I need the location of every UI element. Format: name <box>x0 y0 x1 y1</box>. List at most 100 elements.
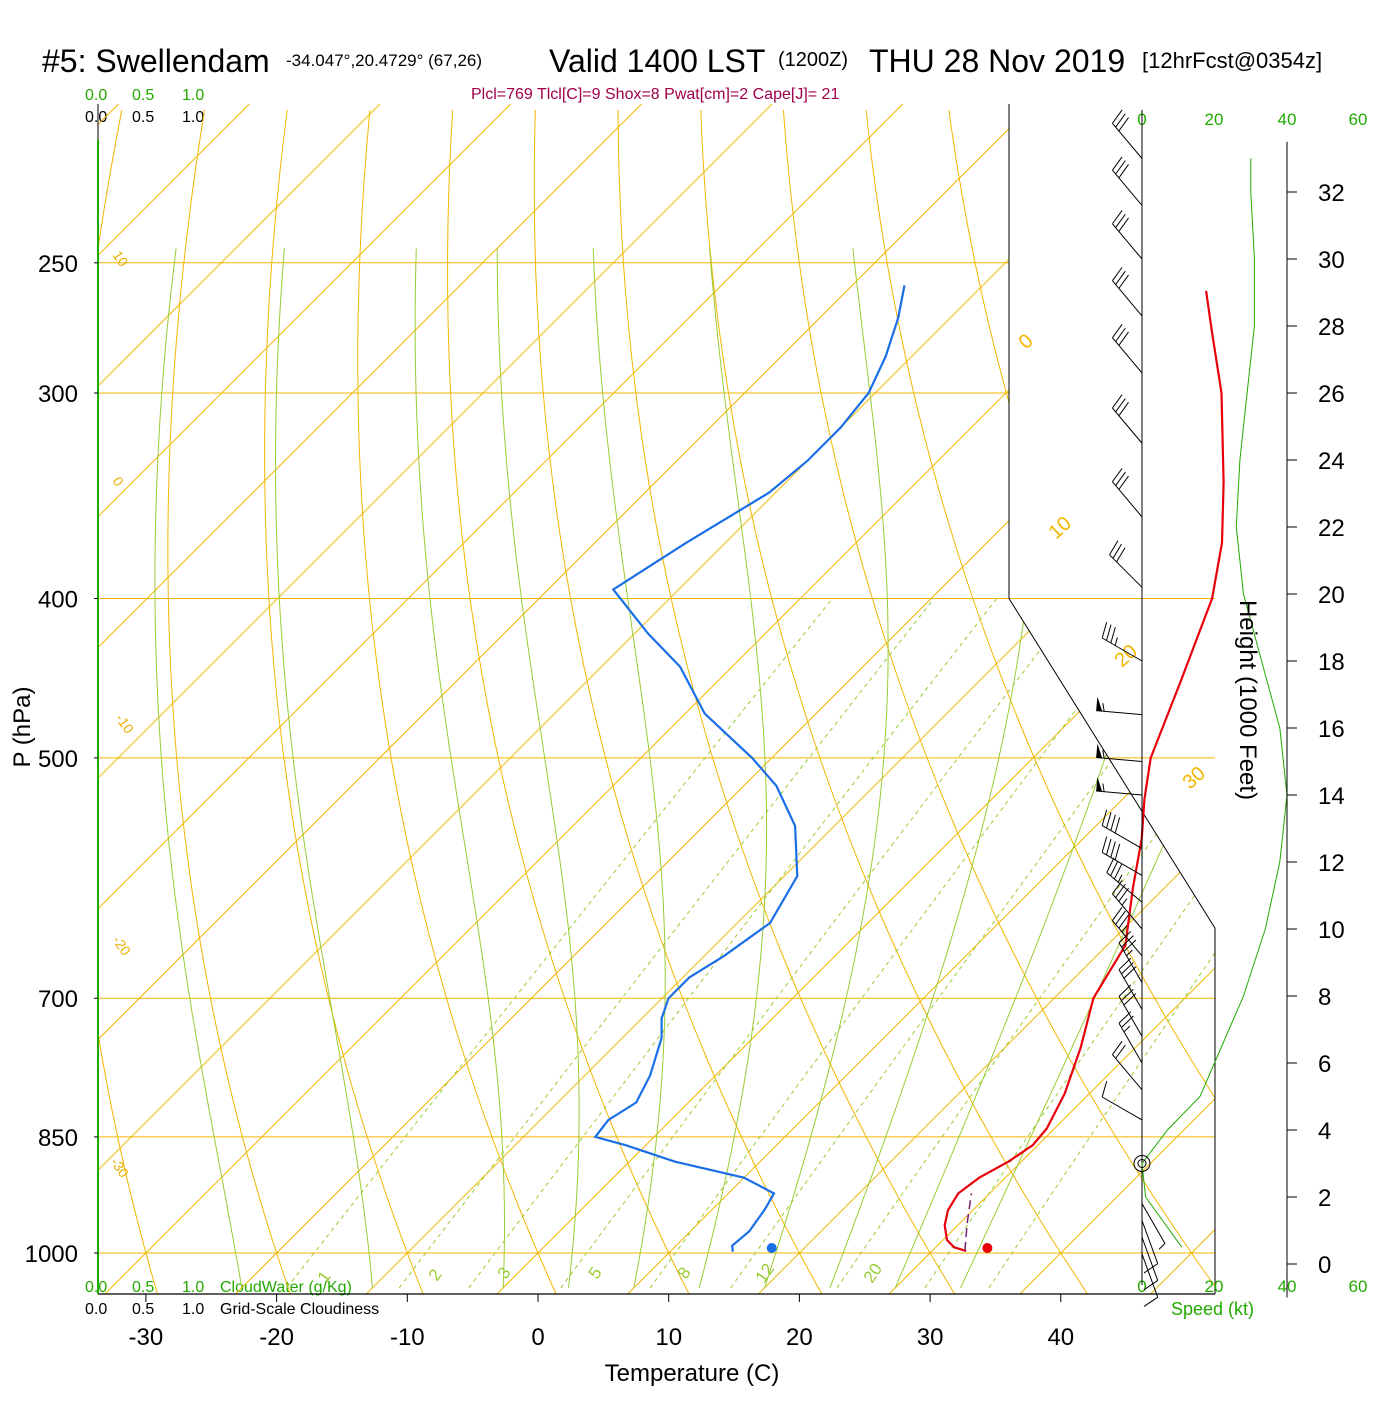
dry-adiabat-20 <box>534 110 822 1294</box>
barb-flag <box>1112 110 1122 123</box>
height-tick-label-24: 24 <box>1318 448 1345 475</box>
pressure-label-850: 850 <box>38 1125 78 1152</box>
stability-indices: Plcl=769 Tlcl[C]=9 Shox=8 Pwat[cm]=2 Cap… <box>471 86 839 103</box>
dewpoint-profile <box>595 285 904 1251</box>
mixing-ratio-2 <box>399 599 934 1288</box>
wind-barb <box>1112 395 1142 444</box>
height-tick-label-0: 0 <box>1318 1252 1331 1279</box>
moist-adiabat-30 <box>895 248 1218 1288</box>
barb-staff <box>1112 281 1142 316</box>
dry-adiabat-10 <box>448 110 689 1294</box>
dry-adiabat-60 <box>866 110 1353 1294</box>
barb-flag <box>1119 275 1129 288</box>
isotherm-40 <box>1020 104 1400 1294</box>
speed-top-label-60: 60 <box>1349 110 1368 129</box>
mixing-ratio-label-2: 2 <box>425 1266 446 1285</box>
wind-barb <box>1112 468 1142 517</box>
valid-date: THU 28 Nov 2019 <box>869 43 1125 79</box>
barb-half-flag <box>1103 784 1104 792</box>
barb-staff <box>1142 1204 1165 1244</box>
wind-barb <box>1112 880 1142 929</box>
barb-flag <box>1119 118 1129 131</box>
barb-staff <box>1142 1237 1158 1280</box>
barb-flag <box>1112 880 1122 893</box>
barb-staff <box>1102 826 1142 849</box>
barb-flag <box>1116 161 1126 174</box>
barb-flag <box>1112 907 1122 920</box>
height-tick-label-20: 20 <box>1318 582 1345 609</box>
temp-label--30: -30 <box>129 1324 164 1351</box>
barb-half-flag <box>1159 1244 1165 1250</box>
barb-flag <box>1116 328 1126 341</box>
mixing-ratio-label-8: 8 <box>674 1264 695 1283</box>
isotherm-label-right-3: 30 <box>1179 762 1210 793</box>
isotherm--30 <box>105 104 1295 1294</box>
isobar-lines <box>98 263 1215 1253</box>
y-axis-title: P (hPa) <box>9 687 36 768</box>
skew-grid <box>0 104 1400 1294</box>
pressure-label-1000: 1000 <box>25 1241 78 1268</box>
barb-flag <box>1144 1297 1158 1306</box>
barb-pennant <box>1096 697 1102 711</box>
isotherm-label-left-3: -20 <box>110 933 135 959</box>
mixing-ratio-3 <box>469 599 997 1288</box>
mixing-ratio-5 <box>561 599 1080 1288</box>
barb-staff <box>1112 1055 1142 1090</box>
barb-half-flag <box>1103 703 1104 711</box>
bottom-black-1: 0.5 <box>132 1301 154 1318</box>
dry-adiabat-40 <box>701 110 1088 1294</box>
height-tick-label-22: 22 <box>1318 515 1345 542</box>
height-tick-label-32: 32 <box>1318 180 1345 207</box>
sounding-profiles <box>595 285 1223 1253</box>
dry-adiabat-80 <box>1032 110 1400 1294</box>
temp-label-20: 20 <box>786 1324 813 1351</box>
wind-barb <box>1109 541 1142 588</box>
pressure-label-500: 500 <box>38 746 78 773</box>
barb-staff <box>1102 852 1142 875</box>
top-green-2: 1.0 <box>182 87 204 104</box>
dry-adiabat--30 <box>67 110 157 1294</box>
height-tick-label-26: 26 <box>1318 381 1345 408</box>
dry-adiabat--20 <box>168 110 291 1294</box>
height-tick-label-16: 16 <box>1318 716 1345 743</box>
top-black-2: 1.0 <box>182 109 204 126</box>
pressure-label-300: 300 <box>38 381 78 408</box>
wind-barb <box>1102 1081 1142 1120</box>
wind-barb <box>1112 157 1142 206</box>
temp-label-30: 30 <box>917 1324 944 1351</box>
speed-axis-title: Speed (kt) <box>1171 1299 1254 1319</box>
barb-half-flag <box>1124 1026 1130 1032</box>
wind-barb <box>1142 1204 1165 1250</box>
wind-barb <box>1112 210 1142 259</box>
moist-adiabat-5 <box>497 248 579 1288</box>
barb-staff <box>1112 408 1142 443</box>
wind-barb <box>1096 777 1142 795</box>
height-tick-label-28: 28 <box>1318 314 1345 341</box>
barb-flag <box>1116 398 1126 411</box>
barb-flag <box>1119 402 1129 415</box>
dry-adiabat-100 <box>1197 110 1400 1294</box>
temperature-profile <box>945 291 1224 1251</box>
pressure-label-250: 250 <box>38 251 78 278</box>
barb-staff <box>1096 711 1142 715</box>
isotherm-30 <box>889 104 1400 1294</box>
barb-flag <box>1119 218 1129 231</box>
barb-flag <box>1111 842 1116 858</box>
barb-flag <box>1112 267 1122 280</box>
speed-bottom-label-60: 60 <box>1349 1277 1368 1296</box>
barb-flag <box>1102 622 1107 638</box>
isotherm-0 <box>497 104 1400 1294</box>
top-black-1: 0.5 <box>132 109 154 126</box>
barb-flag <box>1102 810 1107 826</box>
isotherm--90 <box>0 104 511 1294</box>
surface-dewpoint-dot <box>767 1243 777 1253</box>
height-tick-label-30: 30 <box>1318 247 1345 274</box>
station-coords: -34.047°,20.4729° (67,26) <box>286 51 482 70</box>
wind-barb <box>1119 1012 1142 1063</box>
x-axis-title: Temperature (C) <box>605 1360 780 1387</box>
isotherm-10 <box>628 104 1400 1294</box>
wind-barb <box>1096 697 1142 715</box>
